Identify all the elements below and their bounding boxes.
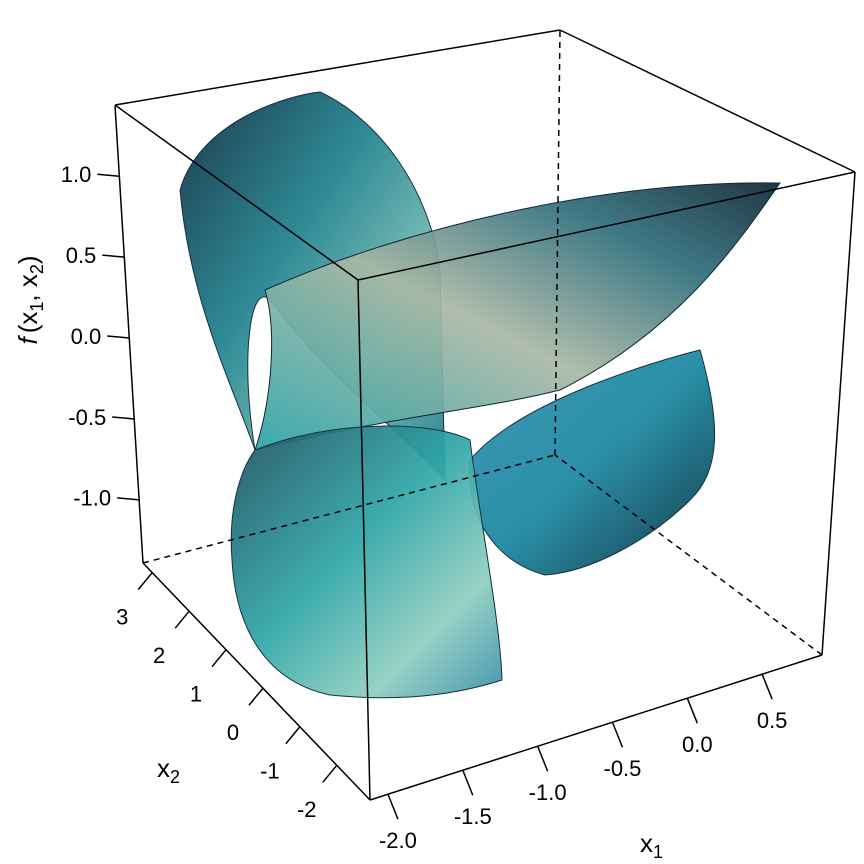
box-edge xyxy=(559,29,856,173)
z-tick-label: 0.0 xyxy=(71,324,102,349)
y-tick xyxy=(285,726,301,745)
surface-part xyxy=(254,182,781,451)
y-tick-label: -2 xyxy=(297,797,317,822)
x-tick-label: -2.0 xyxy=(379,828,417,853)
x-tick-label: -1.5 xyxy=(454,804,492,829)
box-edge xyxy=(369,654,823,801)
y-tick-label: 0 xyxy=(227,720,239,745)
x-tick xyxy=(686,697,698,724)
surface-part xyxy=(230,425,503,699)
y-tick-label: 3 xyxy=(116,604,128,629)
y-tick xyxy=(137,572,153,591)
y-tick xyxy=(174,610,190,629)
z-tick-label: -0.5 xyxy=(68,405,106,430)
box-edge xyxy=(114,104,144,564)
y-tick-label: 2 xyxy=(153,643,165,668)
z-axis-label: f(x1, x2) xyxy=(13,255,47,344)
z-tick xyxy=(97,173,120,177)
x-axis-label: x1 xyxy=(640,828,663,862)
y-axis-label-main: x xyxy=(157,753,170,783)
y-tick xyxy=(211,649,227,668)
box-edge xyxy=(142,562,371,801)
y-tick xyxy=(322,764,338,783)
y-axis-label-sub: 2 xyxy=(170,767,180,787)
box-edge-hidden xyxy=(554,29,561,456)
x-tick xyxy=(611,721,624,748)
box-edge xyxy=(114,104,359,281)
z-axis-label-func: f xyxy=(13,335,43,345)
y-axis-label: x2 xyxy=(157,753,180,787)
z-tick xyxy=(112,416,135,420)
box-edge-hidden xyxy=(142,454,556,564)
z-axis-label-part: ) xyxy=(13,255,43,264)
z-tick xyxy=(107,335,130,339)
z-tick-label: 1.0 xyxy=(61,162,92,187)
z-axis-label-sub: 1 xyxy=(27,302,47,312)
z-axis-label-sub: 2 xyxy=(27,264,47,274)
z-tick xyxy=(117,497,140,501)
box-edge xyxy=(357,279,371,801)
z-axis-label-part: (x xyxy=(13,312,43,334)
x-tick xyxy=(536,745,549,772)
surface xyxy=(179,91,781,699)
x-axis-label-main: x xyxy=(640,828,653,858)
x-tick xyxy=(387,793,399,820)
box-edge xyxy=(821,171,856,656)
box-edge xyxy=(357,171,856,281)
box-edge-hidden xyxy=(554,454,823,656)
box-edge xyxy=(114,29,561,106)
y-tick xyxy=(248,687,264,706)
z-axis-label-part: , x xyxy=(13,274,43,301)
z-tick xyxy=(102,254,125,258)
y-tick-label: 1 xyxy=(190,682,202,707)
x-tick-label: 0.5 xyxy=(757,708,788,733)
x-tick xyxy=(761,673,773,700)
x-tick-label: 0.0 xyxy=(682,732,713,757)
z-tick-label: 0.5 xyxy=(66,243,97,268)
x-tick xyxy=(462,769,474,796)
x-axis-label-sub: 1 xyxy=(653,842,663,862)
z-tick-label: -1.0 xyxy=(73,486,111,511)
x-tick-label: -1.0 xyxy=(529,780,567,805)
x-tick-label: -0.5 xyxy=(604,756,642,781)
surface-part xyxy=(468,349,716,576)
y-tick-label: -1 xyxy=(260,759,280,784)
